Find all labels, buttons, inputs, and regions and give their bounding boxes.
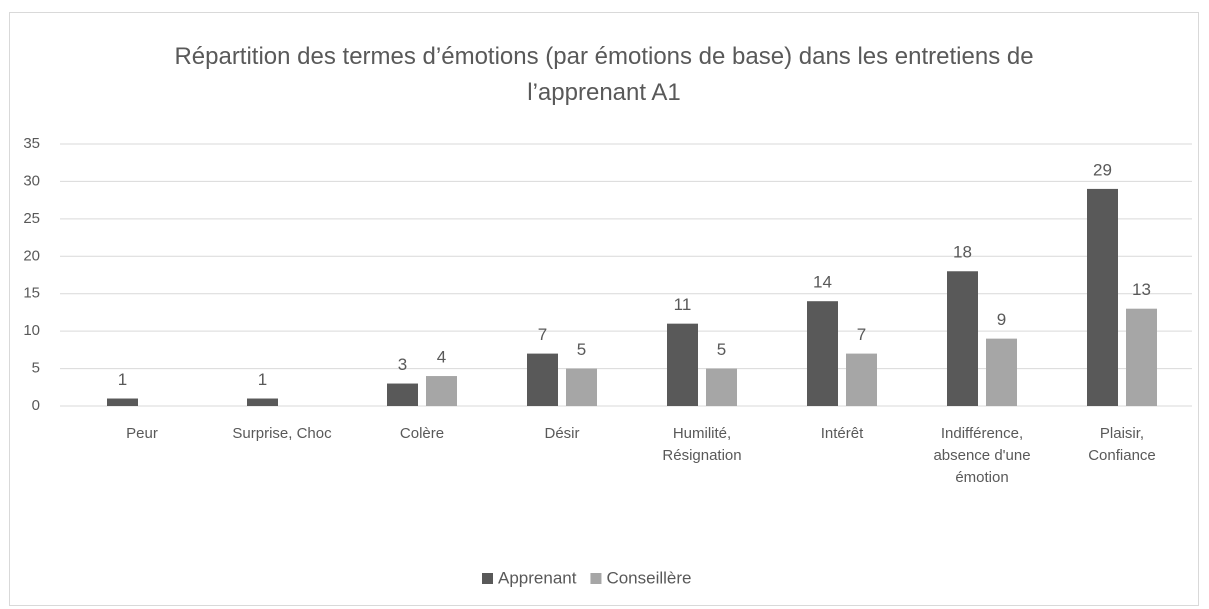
legend-label: Conseillère: [606, 568, 691, 587]
data-label: 29: [1093, 160, 1112, 179]
legend-swatch: [590, 573, 602, 584]
bar: [1126, 308, 1157, 406]
y-tick-label: 0: [32, 397, 40, 414]
data-label: 9: [997, 310, 1006, 329]
data-label: 7: [538, 325, 547, 344]
bar: [527, 353, 558, 406]
bar: [1087, 188, 1118, 406]
data-label: 13: [1132, 280, 1151, 299]
data-label: 1: [118, 370, 127, 389]
data-label: 3: [398, 355, 407, 374]
bar: [426, 376, 457, 406]
bar: [566, 368, 597, 406]
data-label: 11: [674, 295, 692, 314]
x-tick-label: Humilité, Résignation: [662, 425, 741, 464]
bar: [107, 398, 138, 406]
bar: [706, 368, 737, 406]
data-label: 14: [813, 273, 832, 292]
data-label: 7: [857, 325, 866, 344]
x-tick-label: Indifférence, absence d'une émotion: [933, 425, 1030, 486]
chart-border: [9, 12, 1199, 606]
y-tick-label: 30: [23, 172, 40, 189]
legend-label: Apprenant: [498, 568, 577, 587]
y-tick-label: 35: [23, 135, 40, 152]
data-label: 1: [258, 370, 267, 389]
data-label: 4: [437, 348, 446, 367]
x-tick-label: Intérêt: [821, 425, 864, 442]
bar: [846, 353, 877, 406]
data-label: 5: [577, 340, 586, 359]
x-tick-label: Peur: [126, 425, 158, 442]
data-label: 18: [953, 243, 972, 262]
y-tick-label: 15: [23, 285, 40, 302]
data-label: 5: [717, 340, 726, 359]
bar: [667, 323, 698, 406]
bar: [247, 398, 278, 406]
y-tick-label: 10: [23, 322, 40, 339]
y-tick-label: 5: [32, 360, 40, 377]
x-tick-label: Colère: [400, 425, 444, 442]
bar: [387, 383, 418, 406]
y-tick-label: 20: [23, 247, 40, 264]
legend-swatch: [482, 573, 493, 584]
chart-title: Répartition des termes d’émotions (par é…: [174, 43, 1033, 106]
x-tick-label: Désir: [544, 425, 579, 442]
bar: [986, 338, 1017, 406]
y-tick-label: 25: [23, 210, 40, 227]
bar: [807, 301, 838, 406]
x-tick-label: Surprise, Choc: [232, 425, 332, 442]
bar: [947, 271, 978, 406]
x-tick-label: Plaisir, Confiance: [1088, 425, 1156, 464]
